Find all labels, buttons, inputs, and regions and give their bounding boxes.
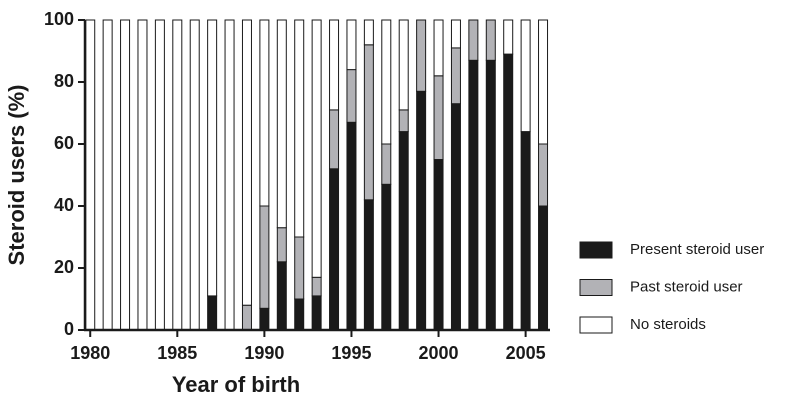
bar-segment (398, 131, 409, 331)
bar-segment (450, 47, 461, 105)
bar-segment (381, 143, 392, 185)
bar-segment (381, 183, 392, 331)
y-tick-label: 40 (54, 195, 74, 215)
bar-segment (346, 121, 357, 331)
legend-label: Past steroid user (630, 278, 743, 295)
bar-segment (259, 307, 270, 331)
bar-segment (241, 304, 252, 331)
x-tick-label: 1995 (331, 343, 371, 363)
bar-segment (520, 131, 531, 331)
bar-segment (311, 295, 322, 331)
x-tick-label: 1985 (157, 343, 197, 363)
bar-segment (433, 75, 444, 160)
y-tick-label: 20 (54, 257, 74, 277)
bar-segment (433, 159, 444, 331)
bar-segment (398, 19, 409, 111)
x-axis-title: Year of birth (172, 372, 300, 397)
bar-segment (503, 53, 514, 331)
bar-segment (346, 69, 357, 123)
bar-segment (468, 19, 479, 61)
bar-segment (363, 199, 374, 331)
bar-segment (172, 19, 183, 331)
bar-segment (85, 19, 96, 331)
legend-swatch (579, 279, 613, 296)
bar-segment (189, 19, 200, 331)
bar-segment (224, 19, 235, 331)
y-tick-label: 60 (54, 133, 74, 153)
bar-segment (311, 19, 322, 278)
bar-segment (207, 19, 218, 297)
x-tick-label: 1980 (70, 343, 110, 363)
y-axis-title: Steroid users (%) (4, 85, 29, 266)
bar-segment (450, 19, 461, 49)
bar-segment (294, 298, 305, 331)
bar-segment (329, 109, 340, 170)
bar-segment (276, 19, 287, 229)
bar-segment (538, 19, 549, 145)
bar-segment (294, 236, 305, 300)
bar-segment (294, 19, 305, 238)
bar-segment (363, 44, 374, 201)
x-tick-label: 2000 (419, 343, 459, 363)
y-tick-label: 80 (54, 71, 74, 91)
bar-segment (311, 276, 322, 297)
bar-segment (102, 19, 113, 331)
bar-segment (485, 19, 496, 61)
bar-segment (398, 109, 409, 133)
bar-segment (120, 19, 131, 331)
bar-segment (259, 19, 270, 207)
bar-segment (154, 19, 165, 331)
bar-segment (137, 19, 148, 331)
bar-segment (363, 19, 374, 46)
bar-segment (276, 261, 287, 331)
bar-segment (503, 19, 514, 55)
bar-segment (346, 19, 357, 71)
bar-segment (450, 103, 461, 331)
bar-segment (329, 19, 340, 111)
bar-segment (433, 19, 444, 77)
bar-segment (416, 19, 427, 92)
bar-segment (416, 90, 427, 331)
legend-label: No steroids (630, 316, 706, 333)
bar-segment (329, 168, 340, 331)
x-tick-label: 1990 (244, 343, 284, 363)
legend-swatch (579, 316, 613, 334)
bar-segment (485, 59, 496, 331)
bar-segment (276, 227, 287, 263)
y-tick-label: 100 (44, 9, 74, 29)
y-tick-label: 0 (64, 319, 74, 339)
bar-segment (538, 205, 549, 331)
bar-segment (259, 205, 270, 309)
bar-segment (468, 59, 479, 331)
bar-segment (520, 19, 531, 133)
bar-segment (381, 19, 392, 145)
bar-segment (207, 295, 218, 331)
legend-swatch (579, 241, 613, 259)
x-tick-label: 2005 (506, 343, 546, 363)
legend-label: Present steroid user (630, 241, 764, 258)
bar-segment (538, 143, 549, 207)
bar-segment (241, 19, 252, 306)
